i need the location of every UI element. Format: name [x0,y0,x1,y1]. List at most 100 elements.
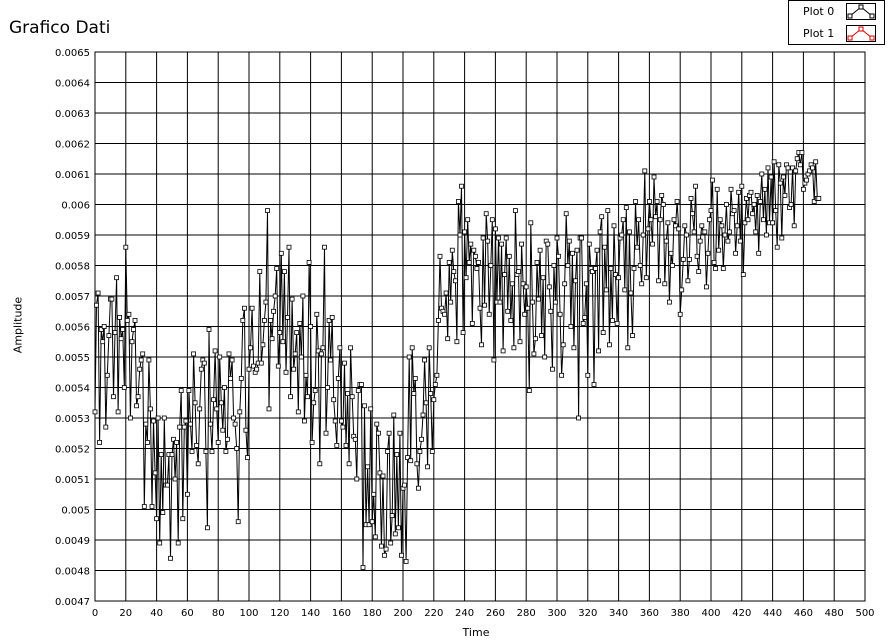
data-point [702,229,708,235]
data-point [542,354,548,360]
x-tick-label: 20 [119,608,132,619]
data-point [540,275,546,281]
x-tick-label: 460 [794,608,813,619]
data-point [323,430,329,436]
data-point [452,278,458,284]
data-point [226,351,232,357]
data-point [499,241,505,247]
legend-item-plot-0[interactable]: Plot 0 [789,1,884,23]
y-tick-label: 0.0051 [55,475,90,486]
data-point [489,217,495,223]
data-point [737,238,743,244]
x-tick-label: 40 [150,608,163,619]
plot-1-swatch-icon[interactable] [846,25,876,42]
data-point [117,314,122,320]
data-point [687,256,692,262]
data-point [198,366,204,372]
data-point [257,269,263,275]
plot-0-swatch-icon[interactable] [846,3,876,20]
y-tick-label: 0.005 [61,506,90,517]
data-point [215,439,221,445]
data-point [220,427,226,433]
data-point [628,290,634,296]
data-point [138,357,144,363]
data-point [383,546,389,552]
data-point [368,406,374,412]
data-point [799,150,805,156]
data-point [764,232,769,238]
data-point [451,269,457,275]
data-point [169,452,175,458]
data-point [545,241,551,247]
data-point [211,397,217,403]
legend-item-plot-1[interactable]: Plot 1 [789,23,884,45]
data-point [314,311,320,317]
data-point [348,345,354,351]
data-point [476,259,481,265]
data-point [693,183,698,189]
data-point [782,192,788,198]
data-point [434,372,440,378]
data-point [449,247,455,253]
data-point [269,336,275,342]
data-point [640,232,646,238]
data-point [768,174,774,180]
data-point [291,366,297,372]
data-point [757,199,763,204]
data-point [118,336,124,342]
data-point [217,354,223,360]
data-point [653,214,658,220]
data-point [112,330,118,336]
data-point [392,531,398,537]
data-point [168,555,173,561]
data-point [801,186,806,192]
data-point [229,357,235,363]
data-point [807,168,812,174]
data-point [300,293,306,299]
data-point [346,461,352,467]
data-point [651,174,657,180]
data-point [204,525,210,531]
data-point [420,412,426,418]
x-ticks: 0 20 40 60 80 100 120 140 160 180 200 220 240 260 280 3… [92,608,875,619]
legend[interactable]: Plot 0 Plot 1 [788,0,885,45]
data-point [423,400,429,406]
data-point [770,220,775,226]
data-point [611,223,617,229]
data-point [232,421,238,427]
data-point [523,284,529,290]
data-point [360,565,366,570]
data-point [358,382,364,387]
data-point [277,330,283,336]
data-point [781,174,786,180]
data-point [517,339,523,345]
data-point [97,439,102,445]
data-point [610,317,615,323]
data-point [804,177,809,183]
data-point [533,336,538,342]
data-point [690,211,695,217]
data-point [471,247,477,253]
data-point [508,317,514,323]
data-point [114,275,119,281]
data-point [680,256,686,262]
data-point [322,244,327,250]
data-point [594,247,600,253]
data-point [286,244,292,250]
data-point [500,348,506,354]
data-point [639,281,645,287]
data-point [106,333,112,339]
data-point [292,351,298,357]
data-point [460,330,466,336]
data-point [791,223,797,229]
data-point [337,345,343,351]
data-point [243,427,249,433]
data-point [496,235,501,241]
data-point [191,351,197,357]
data-point [446,259,452,265]
data-point [754,192,760,198]
data-point [212,348,218,354]
data-point [497,299,503,305]
data-point [794,156,800,162]
